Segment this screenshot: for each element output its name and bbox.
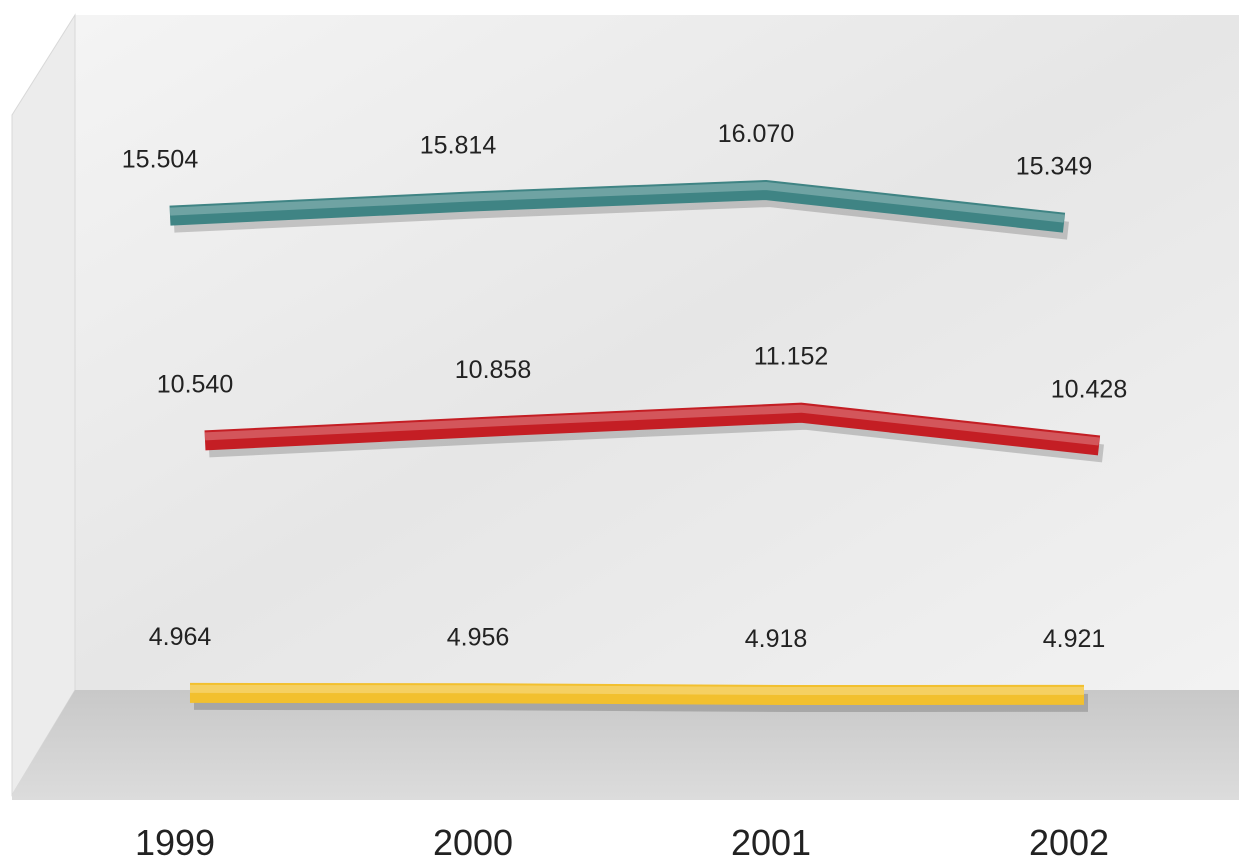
data-label: 4.921	[1043, 625, 1106, 653]
data-label: 11.152	[754, 343, 829, 371]
data-label: 10.858	[455, 356, 531, 384]
data-label: 4.956	[447, 623, 510, 651]
ribbon-shine	[169, 181, 1065, 223]
x-tick-label: 2000	[433, 822, 513, 859]
line	[204, 402, 1101, 456]
back-wall	[75, 15, 1239, 690]
side-wall	[11, 13, 76, 797]
data-label: 4.964	[149, 623, 212, 651]
x-tick-label: 2001	[731, 822, 811, 859]
data-label: 15.504	[122, 146, 199, 174]
x-tick-label: 1999	[135, 822, 215, 859]
data-label: 10.540	[157, 370, 233, 398]
data-label: 4.918	[745, 625, 808, 653]
line	[169, 179, 1066, 233]
data-label: 10.428	[1051, 375, 1127, 403]
ribbon-shine	[189, 684, 1085, 696]
ribbon-shine	[204, 404, 1100, 446]
data-label: 16.070	[718, 120, 794, 148]
data-label: 15.814	[420, 132, 497, 160]
x-tick-label: 2002	[1029, 822, 1109, 859]
plot-area: 1999 2000 2001 2002 15.504 15.814 16.070 15.349…	[122, 120, 1127, 859]
data-label: 15.349	[1016, 153, 1092, 181]
line	[189, 682, 1085, 706]
floor	[12, 690, 1239, 800]
